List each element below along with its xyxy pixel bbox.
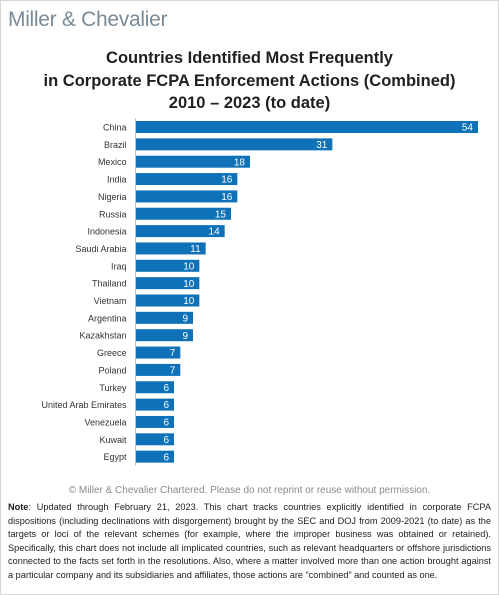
category-label: Thailand: [92, 279, 127, 289]
data-label: 54: [462, 123, 474, 134]
category-label: Indonesia: [87, 227, 126, 237]
category-label: Mexico: [98, 157, 127, 167]
category-label: Egypt: [103, 452, 127, 462]
bar: [136, 398, 174, 411]
data-label: 7: [170, 366, 176, 377]
data-label: 11: [190, 244, 201, 255]
bar: [136, 415, 174, 428]
bar: [136, 259, 200, 272]
chart-note: Note: Updated through February 21, 2023.…: [8, 501, 491, 583]
category-label: Venezuela: [84, 417, 126, 427]
category-label: Brazil: [104, 140, 127, 150]
category-label: Iraq: [111, 261, 127, 271]
chart-title-line-1: Countries Identified Most Frequently: [106, 49, 393, 67]
bar: [136, 242, 206, 255]
category-label: Poland: [98, 365, 126, 375]
data-label: 10: [183, 279, 195, 290]
bar: [136, 433, 174, 446]
data-label: 10: [183, 296, 195, 307]
note-text: : Updated through February 21, 2023. Thi…: [8, 502, 491, 580]
category-label: Greece: [97, 348, 127, 358]
bar: [136, 277, 200, 290]
bar: [136, 381, 174, 394]
category-label: Kuwait: [99, 435, 127, 445]
category-label: United Arab Emirates: [41, 400, 127, 410]
data-label: 14: [209, 227, 221, 238]
bar: [136, 363, 181, 376]
data-label: 31: [316, 140, 328, 151]
bar: [136, 450, 174, 463]
bar: [136, 173, 238, 186]
bar: [136, 121, 478, 133]
bar: [136, 311, 193, 324]
chart-title-line-3: 2010 – 2023 (to date): [168, 94, 331, 112]
data-label: 6: [163, 418, 169, 429]
bar: [136, 329, 193, 342]
bar: [136, 346, 181, 359]
category-label: Turkey: [99, 383, 127, 393]
data-label: 16: [221, 175, 233, 186]
bar: [136, 138, 333, 151]
category-label: Nigeria: [98, 192, 127, 202]
category-label: Vietnam: [94, 296, 127, 306]
chart-title-line-2: in Corporate FCPA Enforcement Actions (C…: [43, 71, 456, 90]
data-label: 18: [234, 157, 246, 168]
copyright-notice: © Miller & Chevalier Chartered. Please d…: [68, 485, 431, 496]
data-label: 7: [170, 348, 176, 359]
bar: [136, 207, 231, 220]
data-label: 6: [163, 452, 169, 463]
category-label: Argentina: [88, 313, 127, 323]
category-label: China: [103, 123, 127, 133]
data-label: 9: [182, 313, 188, 324]
data-label: 15: [215, 209, 227, 220]
bar: [136, 155, 250, 168]
category-label: India: [107, 175, 127, 185]
note-label: Note: [8, 502, 29, 512]
category-label: Kazakhstan: [79, 331, 126, 341]
data-label: 16: [221, 192, 233, 203]
chart-title: Countries Identified Most Frequently in …: [0, 47, 499, 115]
data-label: 6: [163, 383, 169, 394]
bar: [136, 190, 238, 203]
bar: [136, 225, 225, 238]
bar: [136, 294, 200, 307]
data-label: 9: [182, 331, 188, 342]
category-label: Russia: [99, 209, 127, 219]
brand-logo: Miller & Chevalier: [8, 8, 168, 31]
data-label: 10: [183, 261, 195, 272]
data-label: 6: [163, 400, 169, 411]
data-label: 6: [163, 435, 169, 446]
category-label: Saudi Arabia: [75, 244, 126, 254]
